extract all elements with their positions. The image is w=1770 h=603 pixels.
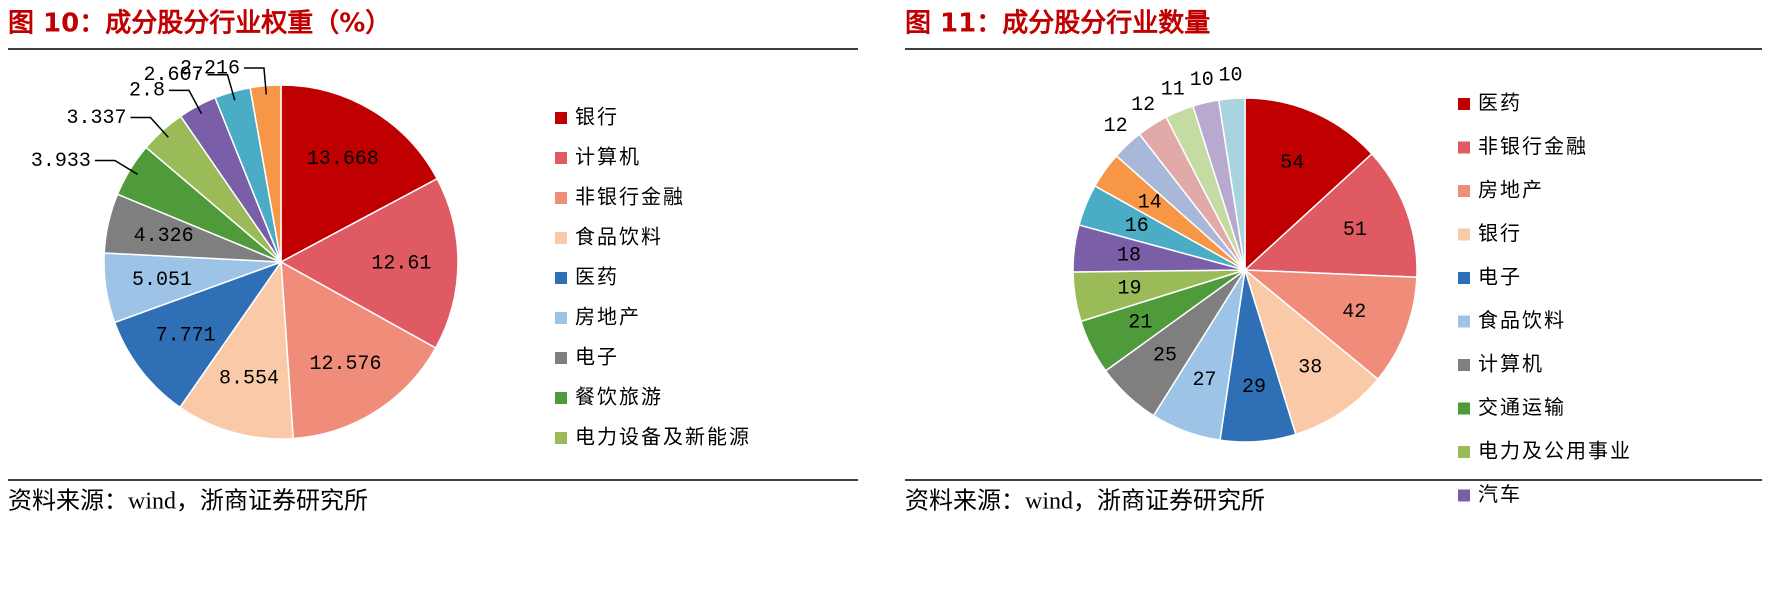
data-label: 3.933 [31, 150, 91, 173]
pie-slice [279, 177, 459, 350]
legend-swatch [1458, 446, 1470, 458]
legend-swatch [555, 232, 567, 244]
data-label: 21 [1128, 312, 1152, 335]
data-label: 2.216 [180, 57, 240, 80]
legend-swatch [555, 192, 567, 204]
pie-slice [178, 259, 294, 440]
legend-swatch [555, 432, 567, 444]
data-label: 5.051 [132, 269, 192, 292]
legend-label: 电子 [1478, 265, 1522, 289]
data-label: 12.61 [371, 252, 431, 275]
legend-swatch [555, 312, 567, 324]
data-label: 16 [1125, 215, 1149, 238]
data-label: 54 [1280, 152, 1304, 175]
leader-line [207, 74, 236, 101]
data-label: 10 [1218, 65, 1242, 88]
legend-label: 电子 [575, 345, 619, 369]
leader-line [130, 116, 169, 138]
data-label: 7.771 [156, 325, 216, 348]
data-label: 51 [1343, 219, 1367, 242]
legend-label: 非银行金融 [1478, 134, 1588, 158]
legend-label: 餐饮旅游 [575, 385, 663, 409]
leader-line [243, 67, 268, 95]
source-note: 资料来源：wind，浙商证券研究所 [8, 488, 368, 515]
data-label: 10 [1190, 69, 1214, 92]
legend-label: 交通运输 [1478, 395, 1566, 419]
chart-title: 图 11：成分股分行业数量 [905, 8, 1210, 39]
legend-swatch [1458, 228, 1470, 241]
data-label: 19 [1117, 278, 1141, 301]
legend-swatch [555, 272, 567, 284]
legend-label: 医药 [1478, 91, 1522, 115]
data-label: 11 [1161, 78, 1185, 101]
legend-label: 计算机 [1478, 352, 1544, 376]
legend-label: 食品饮料 [1478, 308, 1566, 332]
data-label: 12 [1131, 94, 1155, 117]
data-label: 38 [1298, 356, 1322, 379]
legend-label: 电力及公用事业 [1478, 439, 1632, 463]
legend-label: 食品饮料 [575, 225, 663, 249]
data-label: 2.607 [143, 64, 203, 87]
data-label: 2.8 [129, 80, 165, 103]
legend-swatch [555, 152, 567, 164]
data-label: 29 [1242, 376, 1266, 399]
legend-label: 计算机 [575, 145, 641, 169]
legend-label: 银行 [575, 105, 619, 129]
data-label: 18 [1117, 244, 1141, 267]
legend-label: 医药 [575, 265, 619, 289]
pie-slice [1242, 269, 1418, 381]
legend-swatch [1458, 98, 1470, 110]
data-label: 27 [1193, 369, 1217, 392]
data-label: 13.668 [307, 148, 379, 171]
pie-slice [1243, 267, 1379, 436]
legend-label: 汽车 [1478, 482, 1522, 506]
data-label: 12 [1104, 115, 1128, 138]
source-note: 资料来源：wind，浙商证券研究所 [905, 488, 1265, 515]
legend-label: 房地产 [575, 305, 641, 329]
data-label: 3.337 [66, 107, 126, 130]
pie-slice [1243, 152, 1418, 279]
data-label: 14 [1138, 191, 1162, 214]
legend-swatch [1458, 402, 1470, 415]
chart-title: 图 10：成分股分行业权重（%） [8, 8, 391, 39]
data-label: 25 [1153, 345, 1177, 368]
leader-line [94, 159, 138, 175]
legend-swatch [1458, 359, 1470, 371]
pie-slice [1217, 97, 1246, 271]
legend-swatch [555, 352, 567, 364]
pie-slice [1244, 97, 1373, 272]
legend-label: 非银行金融 [575, 185, 685, 209]
legend-label: 房地产 [1478, 178, 1544, 202]
data-label: 4.326 [134, 225, 194, 248]
legend-swatch [1458, 489, 1470, 502]
pie-slice [280, 260, 437, 440]
data-label: 42 [1342, 301, 1366, 324]
legend-swatch [555, 392, 567, 404]
legend-label: 银行 [1478, 221, 1522, 245]
legend-swatch [1458, 315, 1470, 328]
pie-slice [280, 84, 439, 264]
pie-slice [113, 260, 283, 409]
legend-swatch [1458, 141, 1470, 154]
leader-line [169, 89, 203, 115]
legend-swatch [1458, 272, 1470, 284]
legend-swatch [1458, 185, 1470, 197]
data-label: 8.554 [219, 367, 279, 390]
legend-label: 电力设备及新能源 [575, 425, 751, 449]
data-label: 12.576 [310, 353, 382, 376]
legend-swatch [555, 112, 567, 124]
